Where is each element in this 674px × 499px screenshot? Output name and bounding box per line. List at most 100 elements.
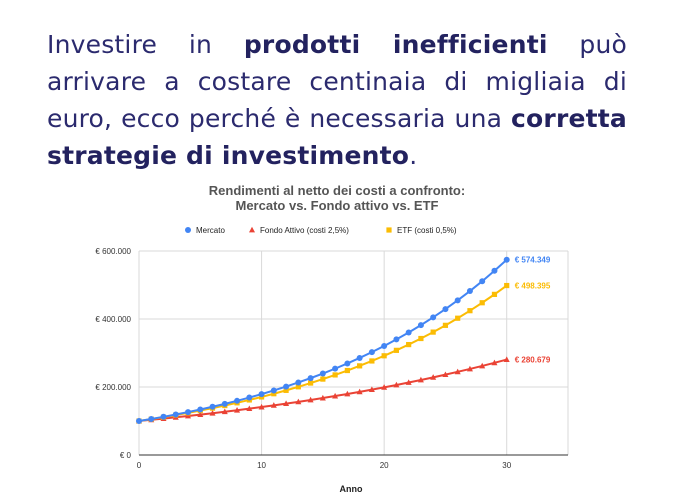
- data-point: [295, 398, 302, 405]
- end-label: € 280.679: [515, 356, 551, 365]
- data-point: [234, 397, 241, 404]
- data-point: [246, 405, 253, 412]
- legend-label: Fondo Attivo (costi 2,5%): [260, 226, 349, 235]
- data-point: [283, 383, 290, 390]
- legend-marker: [249, 226, 255, 233]
- data-point: [295, 384, 301, 390]
- data-point: [332, 372, 338, 378]
- data-point: [405, 379, 412, 385]
- data-point: [332, 392, 339, 399]
- headline-bold-1: prodotti inefficienti: [243, 30, 548, 59]
- data-point: [442, 306, 449, 313]
- data-point: [442, 371, 449, 378]
- data-point: [356, 354, 363, 361]
- data-point: [136, 418, 142, 424]
- axes: € 0 € 200.000 € 400.000 € 600.000 0 10 20 30: [95, 247, 568, 470]
- data-point: [368, 349, 375, 356]
- headline: Investire in prodotti inefficienti può a…: [47, 26, 627, 174]
- data-point: [319, 370, 326, 377]
- data-point: [369, 358, 375, 364]
- data-point: [197, 411, 204, 418]
- data-point: [491, 267, 498, 274]
- data-point: [270, 387, 277, 394]
- data-point: [381, 353, 387, 359]
- data-point: [417, 376, 424, 383]
- end-labels: € 280.679 € 498.395 € 574.349: [515, 256, 551, 365]
- x-tick-label: 0: [137, 461, 142, 470]
- data-point: [246, 394, 253, 401]
- data-point: [308, 380, 314, 386]
- grid: [138, 250, 569, 456]
- legend-label: ETF (costi 0,5%): [397, 226, 457, 235]
- data-point: [455, 315, 461, 321]
- data-point: [491, 291, 498, 297]
- data-point: [209, 410, 216, 416]
- data-point: [209, 403, 216, 410]
- data-point: [454, 297, 461, 304]
- data-point: [197, 406, 204, 413]
- data-point: [393, 381, 400, 388]
- data-point: [307, 396, 314, 403]
- data-point: [503, 256, 510, 263]
- legend: Mercato Fondo Attivo (costi 2,5%) ETF (cos…: [185, 226, 457, 235]
- chart-title: Rendimenti al netto dei costi a confront…: [130, 183, 544, 213]
- data-point: [454, 368, 461, 375]
- headline-text-1: Investire in: [47, 30, 244, 59]
- data-point: [283, 387, 289, 393]
- data-point: [406, 341, 412, 348]
- data-point: [172, 411, 179, 418]
- x-tick-label: 30: [502, 461, 511, 470]
- data-point: [479, 362, 486, 369]
- headline-bold-2: corretta strategie di investimento: [47, 104, 627, 170]
- data-point: [430, 314, 437, 321]
- data-point: [418, 335, 424, 342]
- data-point: [479, 300, 485, 306]
- legend-label: Mercato: [196, 226, 225, 235]
- data-point: [503, 356, 510, 362]
- series-1: [136, 356, 510, 424]
- x-tick-label: 10: [257, 461, 266, 470]
- data-point: [148, 415, 155, 422]
- data-point: [234, 407, 241, 413]
- y-tick-label: € 200.000: [95, 383, 131, 392]
- data-point: [405, 329, 412, 336]
- data-point: [442, 322, 449, 328]
- data-point: [221, 408, 228, 415]
- data-point: [344, 390, 351, 397]
- data-point: [393, 347, 399, 353]
- chart-title-line-1: Rendimenti al netto dei costi a confront…: [208, 183, 466, 198]
- data-point: [467, 308, 473, 314]
- x-tick-label: 20: [380, 461, 389, 470]
- data-point: [160, 413, 167, 420]
- data-point: [356, 388, 363, 395]
- data-point: [258, 403, 265, 410]
- end-label: € 498.395: [515, 282, 551, 291]
- data-point: [295, 379, 302, 386]
- y-tick-label: € 400.000: [95, 315, 131, 324]
- end-label: € 574.349: [515, 256, 551, 265]
- data-point: [381, 384, 388, 390]
- data-point: [368, 386, 375, 393]
- data-point: [344, 367, 350, 374]
- chart-title-line-2: Mercato vs. Fondo attivo vs. ETF: [235, 198, 439, 213]
- legend-marker: [386, 227, 392, 233]
- data-point: [185, 412, 192, 419]
- data-point: [491, 359, 498, 366]
- data-point: [393, 336, 400, 343]
- data-point: [344, 360, 351, 367]
- data-point: [270, 402, 277, 408]
- data-point: [479, 278, 486, 285]
- data-point: [417, 322, 424, 329]
- data-point: [357, 363, 363, 369]
- y-tick-label: € 0: [120, 451, 132, 460]
- legend-marker: [185, 227, 191, 233]
- y-tick-label: € 600.000: [95, 247, 131, 256]
- data-point: [283, 400, 290, 407]
- data-point: [430, 374, 437, 380]
- headline-text-2: può arrivare a costare centinaia di migl…: [47, 30, 627, 133]
- x-axis-label: Anno: [340, 484, 363, 494]
- data-point: [319, 394, 326, 401]
- data-point: [271, 391, 277, 397]
- headline-text-3: .: [409, 141, 418, 170]
